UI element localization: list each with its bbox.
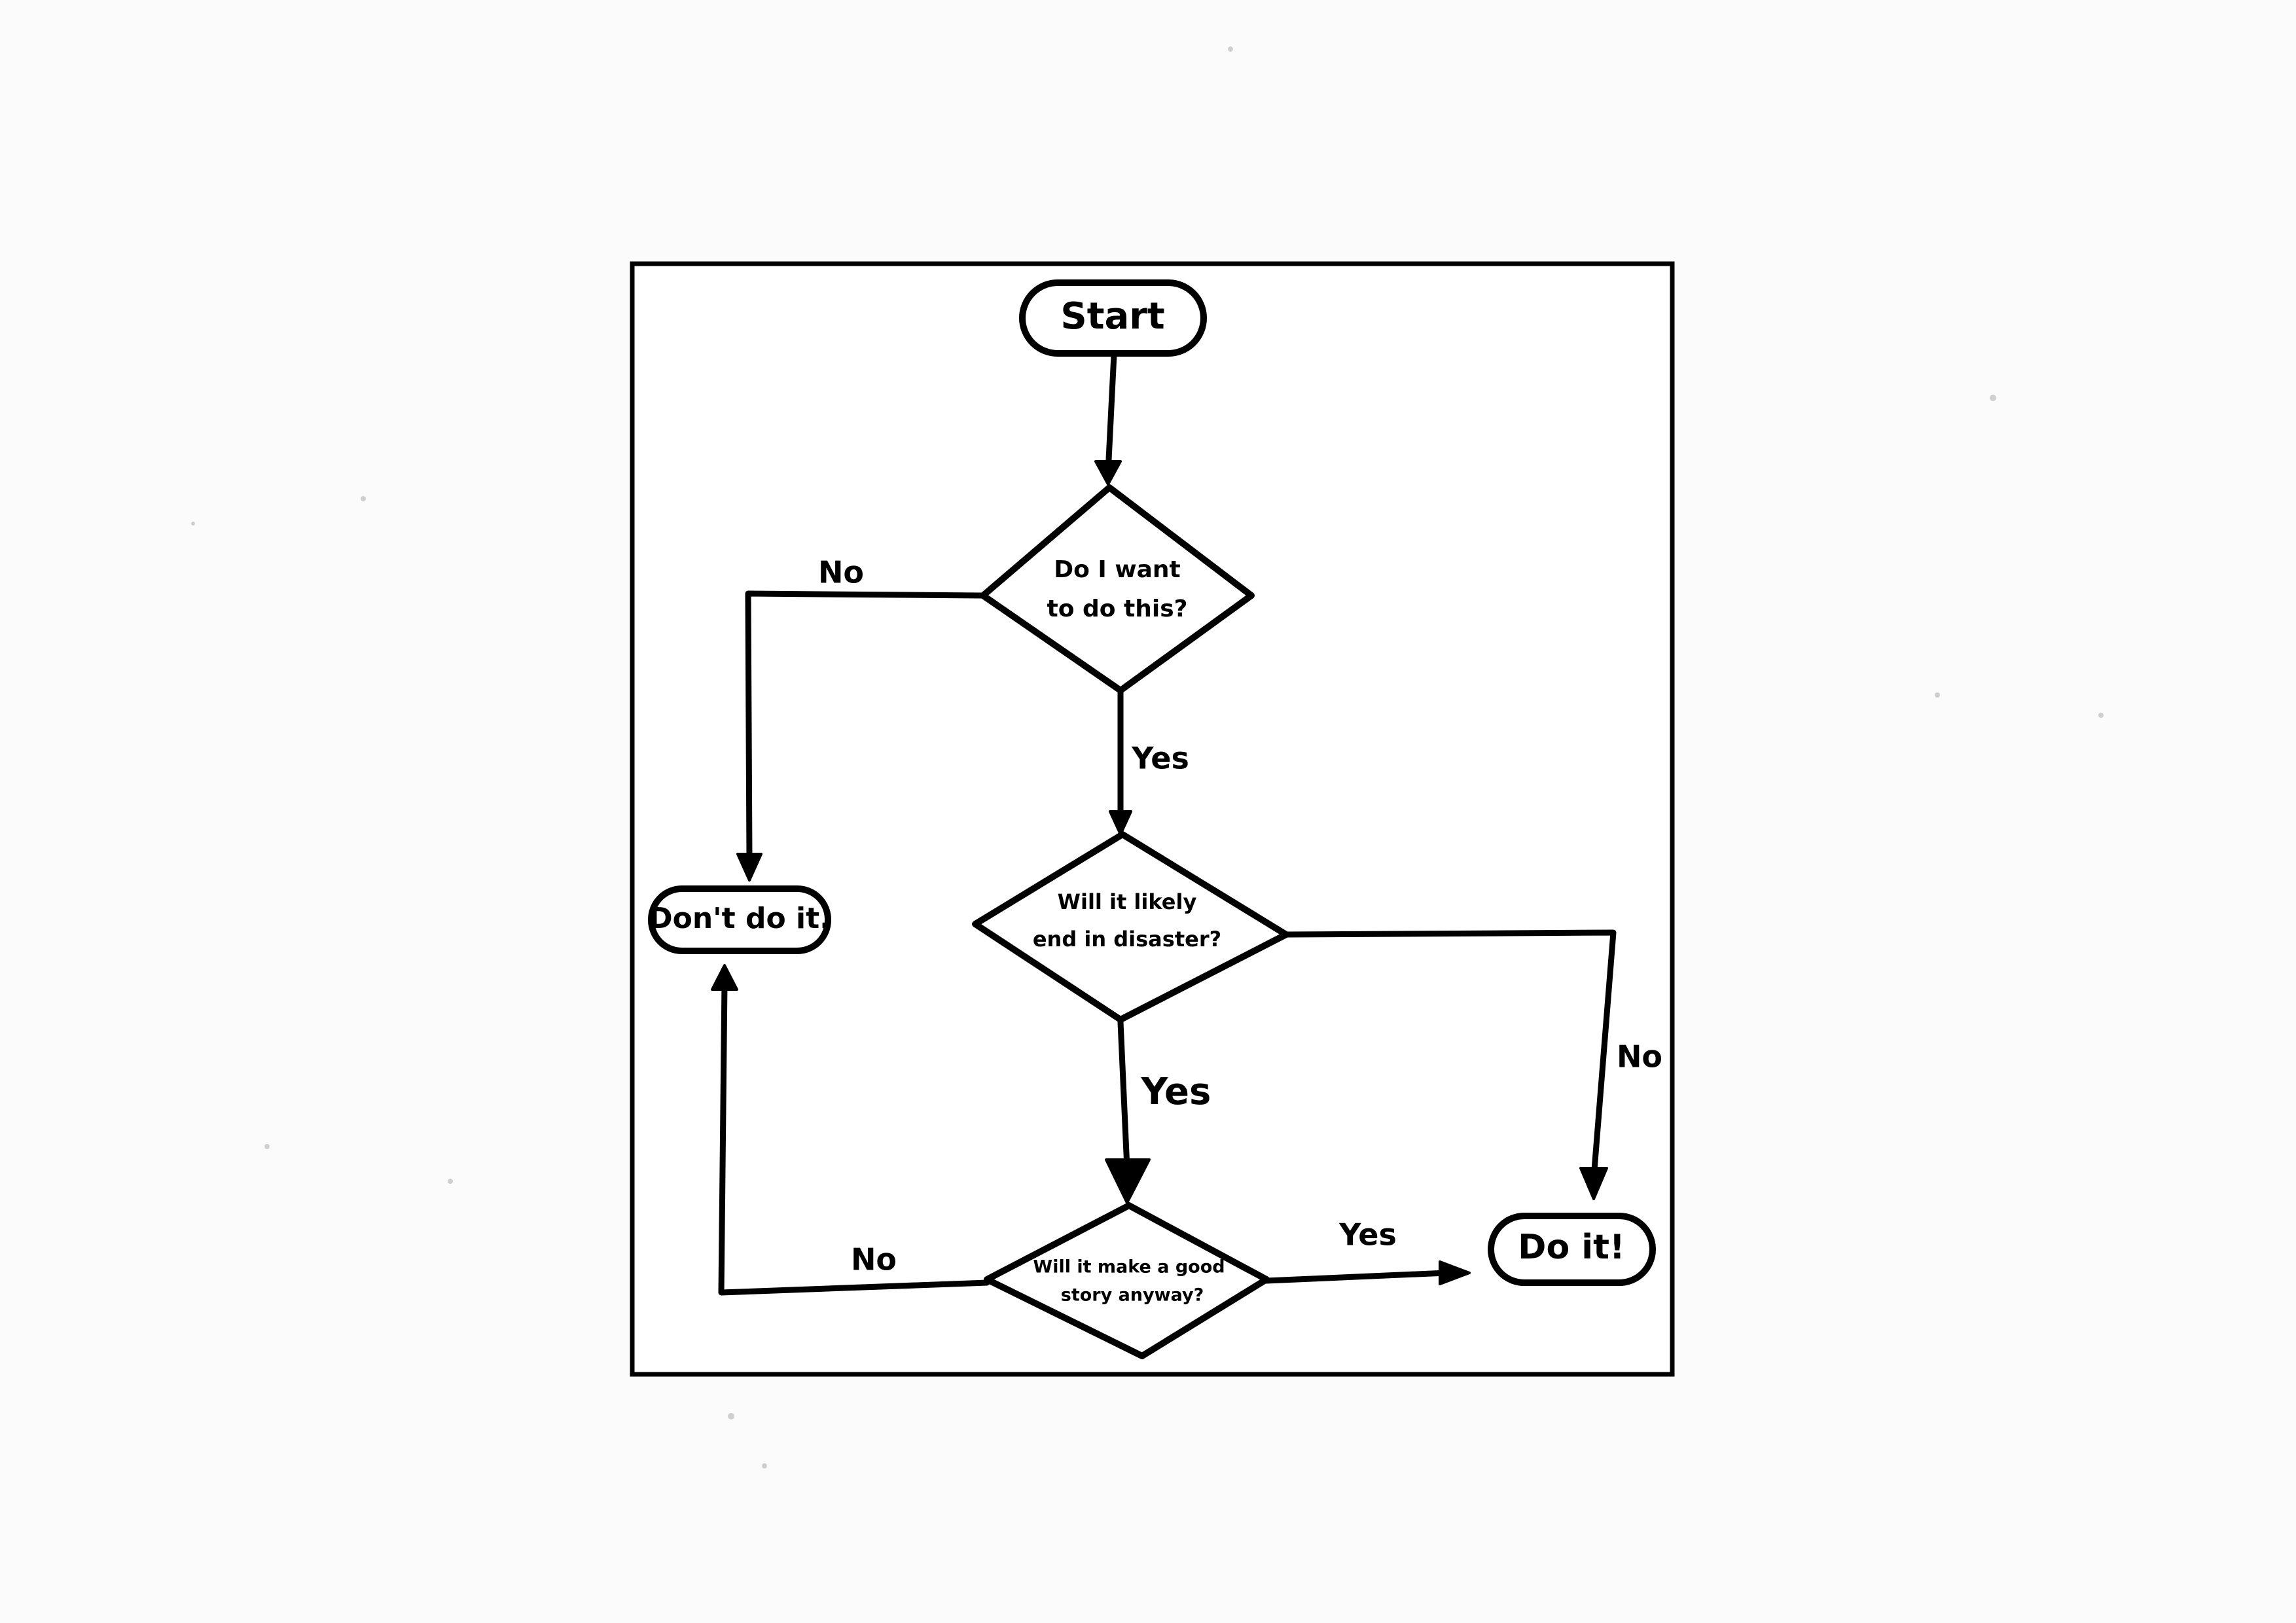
edge-label-q2-no: No [1617,1039,1662,1075]
node-q3-label-line1: Will it make a good [1033,1257,1225,1277]
node-q1-decision: Do I want to do this? [980,484,1255,694]
node-q1-label-line1: Do I want [1054,556,1180,583]
arrowheads [711,460,1608,1285]
arrowhead-q2 [1109,810,1132,836]
edge-label-q1-yes: Yes [1131,741,1189,776]
node-q2-label-line1: Will it likely [1058,889,1197,914]
edge-q3-to-dont [718,980,990,1296]
edge-label-q3-yes: Yes [1338,1217,1397,1253]
edge-start-to-q1 [1105,351,1117,476]
node-q3-label-line2: story anyway? [1061,1285,1204,1306]
arrowhead-dont-top [736,853,762,882]
node-q2-decision: Will it likely end in disaster? [972,831,1289,1023]
scan-specks [191,46,2104,1469]
edge-label-q3-no: No [851,1242,897,1277]
node-dont-label: Don't do it. [649,902,831,935]
node-q2-label-line2: end in disaster? [1033,927,1221,952]
arrowhead-q1 [1094,460,1122,486]
connectors [718,351,1617,1296]
edge-q2-to-q3 [1117,1019,1130,1171]
node-dont-do-it: Don't do it. [648,885,831,954]
edge-label-q1-no: No [818,555,864,590]
node-start-label: Start [1060,295,1164,338]
arrowhead-q3 [1105,1158,1151,1204]
node-start: Start [1019,279,1207,357]
arrowhead-do-left [1439,1260,1471,1285]
node-do-it: Do it! [1488,1213,1656,1286]
edge-q1-to-dont [745,590,985,862]
edge-labels: No Yes Yes No No Yes [818,555,1662,1277]
edge-q2-to-do [1283,929,1617,1181]
edge-q3-to-do [1263,1270,1450,1284]
edge-label-q2-yes: Yes [1141,1071,1211,1113]
node-q1-label-line2: to do this? [1047,596,1188,622]
diagram-frame [630,261,1675,1377]
node-q3-decision: Will it make a good story anyway? [984,1202,1270,1359]
node-do-label: Do it! [1518,1228,1624,1267]
arrowhead-do-top [1579,1167,1608,1200]
arrowhead-dont-bottom [711,964,738,991]
